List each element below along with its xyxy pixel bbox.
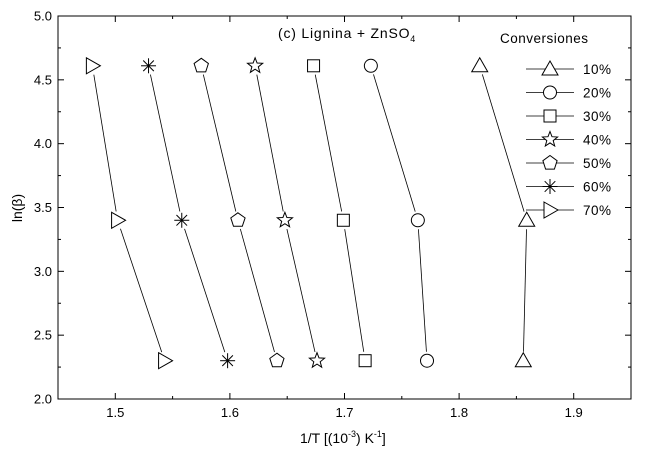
chart-title: (c) Lignina + ZnSO4 (278, 25, 416, 44)
data-point-40pct (308, 351, 326, 369)
legend-label: 30% (583, 109, 612, 124)
x-axis-label-exp1: -3 (348, 429, 356, 439)
data-point-20pct (410, 213, 425, 228)
y-axis-label: ln(β) (9, 194, 25, 222)
x-tick-label: 1.8 (450, 405, 468, 420)
legend-label: 70% (583, 203, 612, 218)
data-point-20pct (420, 353, 435, 368)
data-point-60pct (220, 353, 236, 369)
data-point-30pct (358, 354, 372, 368)
series-line-60pct (184, 228, 226, 353)
legend-marker-50pct (542, 154, 558, 170)
legend-marker-60pct (542, 179, 558, 194)
y-tick-label: 3.0 (34, 264, 52, 279)
series-line-70pct (93, 74, 117, 212)
asterisk-stroke (142, 60, 155, 72)
series-line-30pct (314, 74, 343, 212)
y-tick-label: 2.0 (34, 392, 52, 407)
legend-label: 20% (583, 86, 612, 101)
legend-marker-20pct (543, 85, 557, 100)
series-line-20pct (418, 229, 427, 352)
series-line-70pct (120, 228, 163, 353)
asterisk-stroke (176, 214, 188, 226)
x-axis-label: 1/T [(10-3) K-1] (300, 429, 386, 446)
x-tick-label: 1.6 (221, 405, 239, 420)
series-line-10pct (523, 229, 527, 352)
data-point-60pct (174, 212, 190, 228)
series-line-40pct (256, 74, 284, 212)
data-point-40pct (275, 210, 294, 228)
x-axis-label-a: 1/T [(10 (300, 430, 348, 446)
series-line-40pct (286, 228, 316, 353)
x-tick-label: 1.9 (565, 405, 583, 420)
data-point-70pct (158, 351, 174, 370)
legend-marker-70pct (543, 201, 560, 219)
series-line-60pct (150, 74, 181, 212)
data-point-10pct (514, 351, 533, 368)
legend-label: 40% (583, 133, 612, 148)
data-point-70pct (85, 56, 102, 75)
legend-label: 10% (583, 62, 612, 77)
y-tick-label: 2.5 (34, 328, 52, 343)
legend-marker-40pct (541, 130, 559, 148)
data-point-40pct (246, 56, 265, 74)
data-point-50pct (269, 352, 285, 368)
data-point-20pct (363, 58, 378, 73)
data-point-30pct (336, 213, 350, 227)
series-line-20pct (373, 74, 416, 212)
x-axis-label-exp2: -1 (374, 429, 382, 439)
series-line-10pct (481, 74, 525, 212)
data-point-70pct (111, 211, 127, 230)
legend-title: Conversiones (500, 31, 589, 46)
legend-label: 60% (583, 180, 612, 195)
data-point-30pct (307, 59, 321, 73)
x-tick-label: 1.5 (106, 405, 124, 420)
y-tick-label: 4.0 (34, 136, 52, 151)
chart-title-main: (c) Lignina + ZnSO (278, 25, 410, 41)
data-point-50pct (193, 57, 209, 73)
legend-marker-30pct (543, 109, 557, 123)
y-tick-label: 4.5 (34, 72, 52, 87)
x-tick-label: 1.7 (335, 405, 353, 420)
y-tick-label: 5.0 (34, 9, 52, 24)
data-point-50pct (230, 212, 246, 227)
data-point-10pct (470, 56, 489, 73)
series-line-50pct (202, 74, 237, 212)
x-axis-label-c: ) K (356, 430, 375, 446)
data-point-10pct (517, 211, 536, 227)
chart-title-subscript: 4 (410, 34, 416, 44)
legend-marker-10pct (541, 59, 559, 76)
y-tick-label: 3.5 (34, 200, 52, 215)
asterisk-stroke (544, 180, 556, 193)
data-point-60pct (141, 58, 157, 74)
asterisk-stroke (221, 355, 234, 367)
series-line-50pct (239, 228, 275, 353)
x-axis-label-e: ] (382, 430, 386, 446)
series-line-30pct (344, 229, 365, 352)
legend-label: 50% (583, 156, 612, 171)
